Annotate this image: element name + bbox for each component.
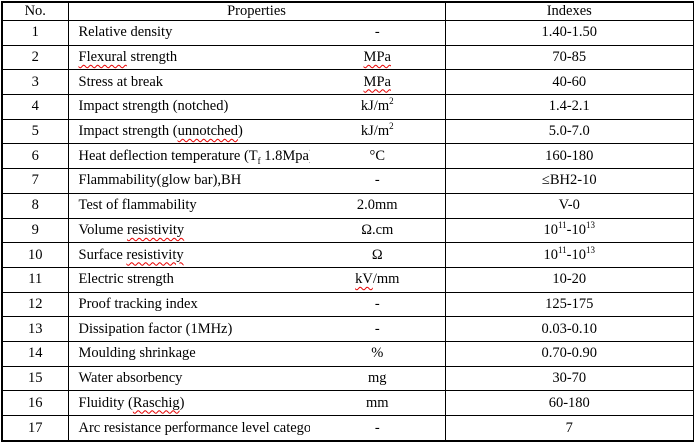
index-value: ≤BH2-10	[444, 168, 694, 194]
property-unit: MPa	[310, 44, 446, 71]
property-name: Impact strength (unnotched)	[67, 118, 310, 145]
index-value: 60-180	[444, 390, 694, 416]
property-name: Volume resistivity	[67, 217, 310, 244]
table-row: 13 Dissipation factor (1MHz) -0.03-0.10	[1, 316, 694, 342]
property-name: Test of flammability	[67, 192, 310, 219]
index-value: 125-175	[444, 291, 694, 318]
index-value: 160-180	[444, 143, 694, 170]
row-number: 11	[1, 266, 69, 293]
row-number: 13	[1, 316, 69, 342]
table-row: 2 Flexural strength MPa 70-85	[1, 44, 694, 71]
property-unit: %	[310, 340, 446, 367]
index-value: 1011-1013	[444, 242, 694, 268]
property-name: Heat deflection temperature (Tf 1.8Mpa)	[67, 143, 310, 170]
property-name: Water absorbency	[67, 365, 310, 392]
index-value: 0.70-0.90	[444, 340, 694, 367]
property-unit: -	[310, 316, 446, 342]
property-name: Dissipation factor (1MHz)	[67, 316, 310, 342]
index-value: 1.4-2.1	[444, 94, 694, 120]
row-number: 8	[1, 192, 69, 219]
row-number: 16	[1, 390, 69, 416]
property-name: Moulding shrinkage	[67, 340, 310, 367]
table-row: 16 Fluidity (Raschig) mm 60-180	[1, 390, 694, 416]
index-value: V-0	[444, 192, 694, 219]
col-header-indexes: Indexes	[444, 1, 694, 21]
property-unit: 2.0mm	[310, 192, 446, 219]
table-row: 9 Volume resistivity Ω.cm 1011-1013	[1, 217, 694, 244]
row-number: 9	[1, 217, 69, 244]
index-value: 5.0-7.0	[444, 118, 694, 145]
table-row: 12 Proof tracking index -125-175	[1, 291, 694, 318]
property-unit: kV/mm	[310, 266, 446, 293]
row-number: 17	[1, 415, 69, 442]
property-name: Relative density	[67, 20, 310, 46]
row-number: 6	[1, 143, 69, 170]
property-unit: mm	[310, 390, 446, 416]
property-unit: -	[310, 20, 446, 46]
row-number: 5	[1, 118, 69, 145]
property-unit: mg	[310, 365, 446, 392]
property-unit: Ω.cm	[310, 217, 446, 244]
table-row: 17 Arc resistance performance level categ…	[1, 415, 694, 442]
table-row: 7 Flammability(glow bar),BH - ≤BH2-10	[1, 168, 694, 194]
property-unit: MPa	[310, 69, 446, 96]
index-value: 1.40-1.50	[444, 20, 694, 46]
table-row: 6 Heat deflection temperature (Tf 1.8Mpa)…	[1, 143, 694, 170]
row-number: 7	[1, 168, 69, 194]
table-body: 1 Relative density -1.40-1.50 2 Flexural str…	[1, 20, 694, 442]
col-header-no: No.	[1, 1, 69, 21]
row-number: 15	[1, 365, 69, 392]
index-value: 7	[444, 415, 694, 442]
row-number: 12	[1, 291, 69, 318]
property-name: Surface resistivity	[67, 242, 310, 268]
index-value: 30-70	[444, 365, 694, 392]
table-row: 15 Water absorbency mg 30-70	[1, 365, 694, 392]
row-number: 14	[1, 340, 69, 367]
row-number: 1	[1, 20, 69, 46]
property-unit: °C	[310, 143, 446, 170]
property-name: Arc resistance performance level categor…	[67, 415, 310, 442]
row-number: 2	[1, 44, 69, 71]
property-unit: kJ/m2	[310, 94, 446, 120]
property-unit: -	[310, 291, 446, 318]
header-row: No. Properties Indexes	[1, 1, 694, 21]
col-header-properties: Properties	[67, 1, 446, 21]
property-name: Fluidity (Raschig)	[67, 390, 310, 416]
table-row: 14 Moulding shrinkage% 0.70-0.90	[1, 340, 694, 367]
table-row: 1 Relative density -1.40-1.50	[1, 20, 694, 46]
table-row: 5 Impact strength (unnotched) kJ/m2 5.0-7.0	[1, 118, 694, 145]
index-value: 0.03-0.10	[444, 316, 694, 342]
property-unit: kJ/m2	[310, 118, 446, 145]
table-row: 8 Test of flammability 2.0mm V-0	[1, 192, 694, 219]
property-name: Impact strength (notched)	[67, 94, 310, 120]
index-value: 40-60	[444, 69, 694, 96]
row-number: 10	[1, 242, 69, 268]
row-number: 4	[1, 94, 69, 120]
property-name: Electric strength	[67, 266, 310, 293]
table-row: 10 Surface resistivity Ω 1011-1013	[1, 242, 694, 268]
property-name: Flammability(glow bar),BH	[67, 168, 310, 194]
index-value: 1011-1013	[444, 217, 694, 244]
property-name: Flexural strength	[67, 44, 310, 71]
row-number: 3	[1, 69, 69, 96]
table-row: 11 Electric strength kV/mm 10-20	[1, 266, 694, 293]
property-name: Proof tracking index	[67, 291, 310, 318]
property-unit: Ω	[310, 242, 446, 268]
index-value: 70-85	[444, 44, 694, 71]
property-unit: -	[310, 415, 446, 442]
property-unit: -	[310, 168, 446, 194]
index-value: 10-20	[444, 266, 694, 293]
table-row: 3 Stress at break MPa 40-60	[1, 69, 694, 96]
table-row: 4 Impact strength (notched) kJ/m2 1.4-2.1	[1, 94, 694, 120]
property-name: Stress at break	[67, 69, 310, 96]
